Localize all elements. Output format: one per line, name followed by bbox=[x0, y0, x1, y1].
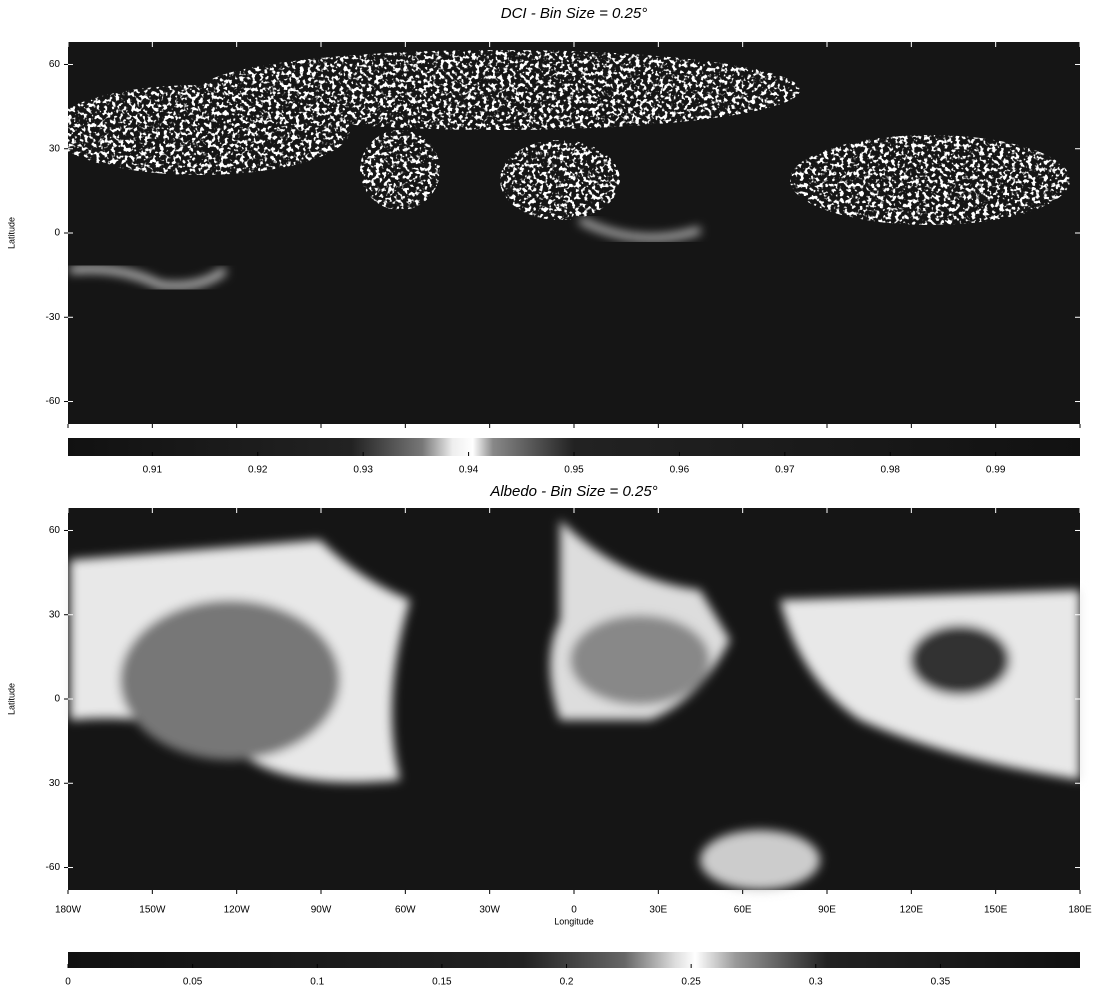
colorbar-tick-label: 0.99 bbox=[986, 465, 1006, 476]
colorbar-tick-label: 0.1 bbox=[310, 977, 324, 988]
figure: DCI - Bin Size = 0.25° Latitude 60 30 0 -30 -6… bbox=[0, 0, 1095, 991]
y-tick-label: 0 bbox=[54, 694, 60, 705]
colorbar-tick-label: 0.25 bbox=[681, 977, 701, 988]
colorbar-tick-label: 0.2 bbox=[560, 977, 574, 988]
colorbar-tick-label: 0.3 bbox=[809, 977, 823, 988]
x-tick-label: 180E bbox=[1068, 905, 1092, 916]
colorbar-tick-label: 0.05 bbox=[183, 977, 203, 988]
colorbar-tick-label: 0.35 bbox=[931, 977, 951, 988]
y-tick-label: 30 bbox=[49, 143, 61, 154]
x-tick-label: 30E bbox=[649, 905, 667, 916]
y-tick-label: 60 bbox=[49, 525, 61, 536]
x-tick-label: 120E bbox=[900, 905, 924, 916]
y-tick-label: -30 bbox=[46, 312, 61, 323]
chart-title: DCI - Bin Size = 0.25° bbox=[501, 5, 647, 22]
colorbar-tick-label: 0.97 bbox=[775, 465, 795, 476]
x-axis-label: Longitude bbox=[554, 916, 594, 926]
y-axis-label: Latitude bbox=[6, 683, 16, 715]
x-tick-label: 60W bbox=[395, 905, 416, 916]
colorbar-tick-label: 0 bbox=[65, 977, 71, 988]
x-tick-label: 120W bbox=[224, 905, 251, 916]
colorbar-tick-label: 0.91 bbox=[143, 465, 163, 476]
colorbar-tick-label: 0.93 bbox=[353, 465, 373, 476]
y-tick-label: 30 bbox=[49, 778, 61, 789]
colorbar-tick-label: 0.96 bbox=[670, 465, 690, 476]
chart-title: Albedo - Bin Size = 0.25° bbox=[489, 483, 657, 500]
colorbar-tick-label: 0.15 bbox=[432, 977, 452, 988]
y-tick-label: -60 bbox=[46, 396, 61, 407]
colorbar bbox=[68, 952, 1080, 968]
colorbar-tick-label: 0.94 bbox=[459, 465, 479, 476]
y-tick-label: 30 bbox=[49, 609, 61, 620]
colorbar-tick-label: 0.95 bbox=[564, 465, 584, 476]
y-tick-label: 60 bbox=[49, 59, 61, 70]
x-tick-label: 90W bbox=[311, 905, 332, 916]
y-axis-label: Latitude bbox=[6, 217, 16, 249]
x-tick-label: 0 bbox=[571, 905, 577, 916]
x-tick-label: 90E bbox=[818, 905, 836, 916]
x-tick-label: 150E bbox=[984, 905, 1008, 916]
x-tick-label: 150W bbox=[139, 905, 166, 916]
x-tick-label: 30W bbox=[479, 905, 500, 916]
y-tick-label: 0 bbox=[54, 228, 60, 239]
x-tick-label: 180W bbox=[55, 905, 82, 916]
colorbar-tick-label: 0.98 bbox=[881, 465, 901, 476]
colorbar-tick-label: 0.92 bbox=[248, 465, 268, 476]
y-tick-label: -60 bbox=[46, 862, 61, 873]
x-tick-label: 60E bbox=[734, 905, 752, 916]
